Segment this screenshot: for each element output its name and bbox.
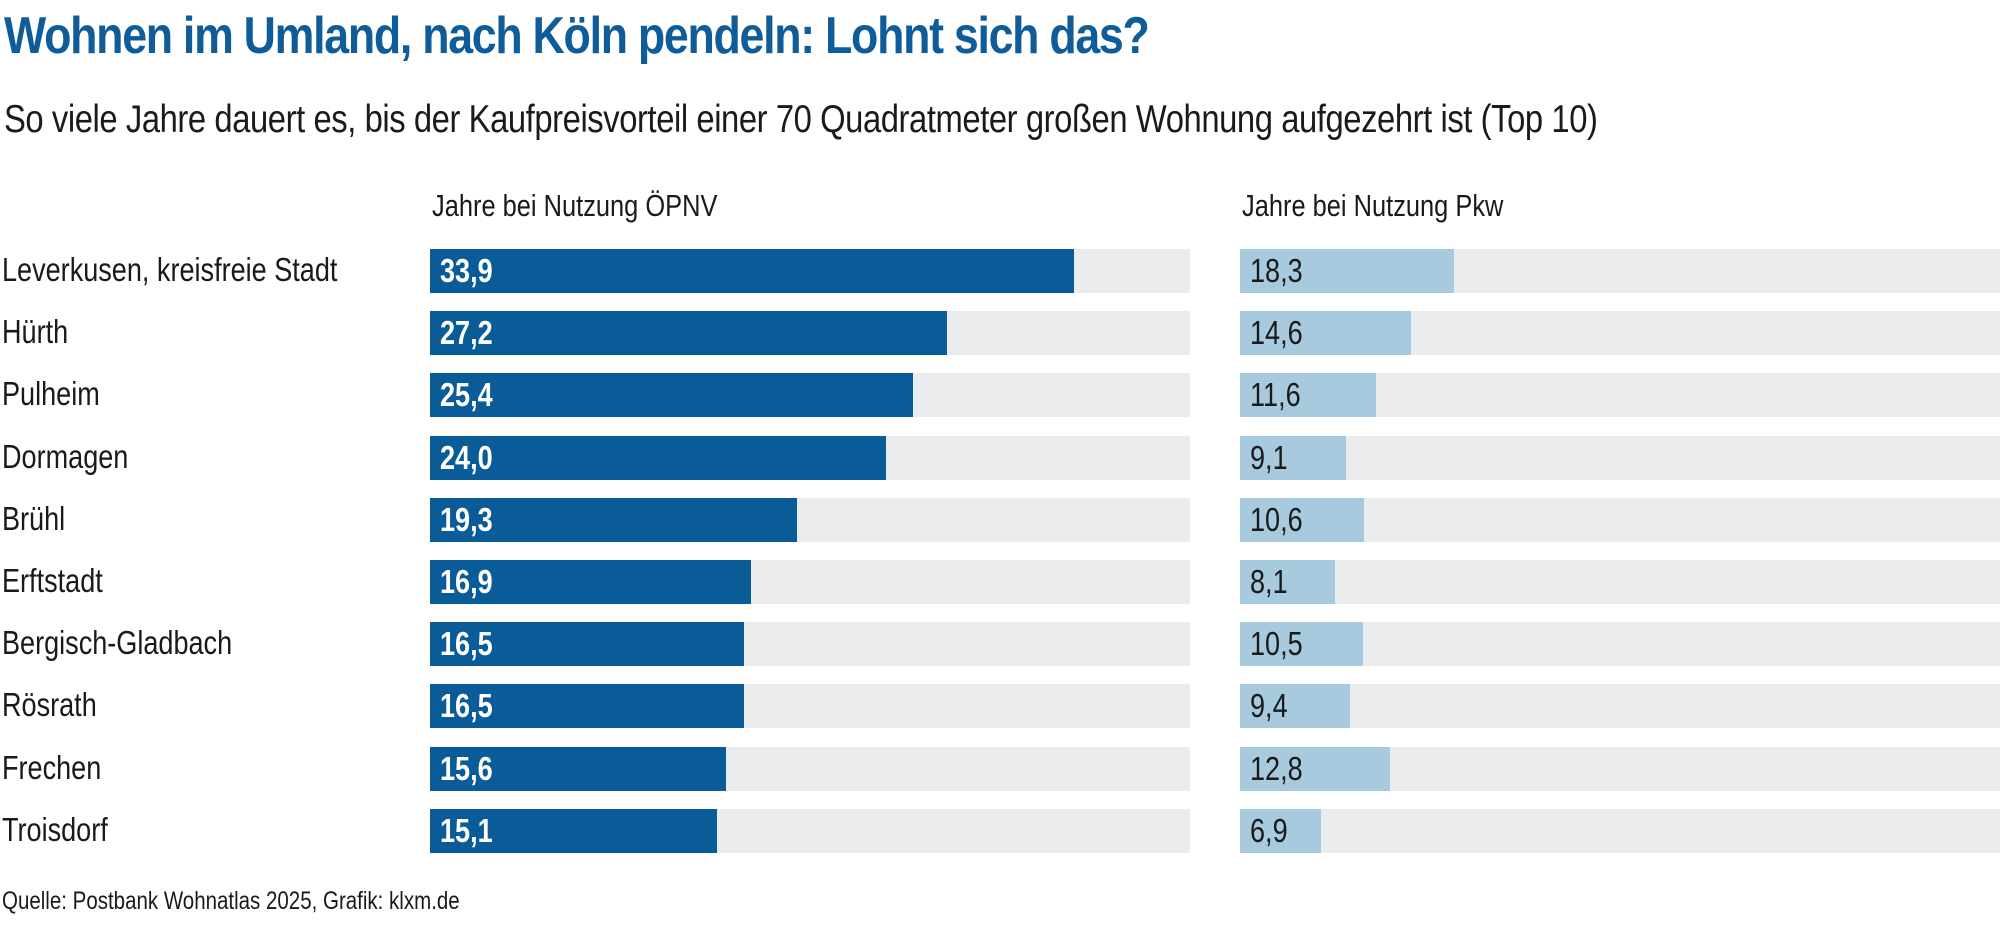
category-label: Troisdorf [2,810,108,848]
category-label: Bergisch-Gladbach [2,624,233,662]
category-label: Leverkusen, kreisfreie Stadt [2,251,338,288]
bar-track: 25,4 [430,373,1190,418]
bar-track: 15,6 [430,746,1190,791]
bar-track: 15,1 [430,808,1190,853]
chart-title: Wohnen im Umland, nach Köln pendeln: Loh… [4,7,1150,65]
bar-track: 11,6 [1240,373,2000,418]
data-label: 18,3 [1250,252,1303,289]
bar-oepnv [430,746,727,791]
data-label: 11,6 [1250,376,1301,414]
data-label: 25,4 [440,376,493,414]
bar-track: 19,3 [430,497,1190,542]
category-label: Rösrath [2,686,97,724]
bar-pkw [1240,497,1364,542]
bar-pkw [1240,249,1454,293]
bar-track: 10,6 [1240,497,2000,542]
source-note: Quelle: Postbank Wohnatlas 2025, Grafik:… [2,887,460,915]
data-label: 24,0 [440,438,493,476]
category-label: Dormagen [2,437,129,475]
bar-track: 12,8 [1240,746,2000,791]
bar-oepnv [430,311,947,356]
data-label: 15,6 [440,749,493,787]
bar-track: 9,1 [1240,435,2000,480]
bar-track: 10,5 [1240,622,2000,667]
bar-oepnv [430,808,717,853]
bar-track: 18,3 [1240,249,2000,293]
bar-track: 8,1 [1240,560,2000,604]
bar-oepnv [430,435,886,480]
bar-track: 9,4 [1240,684,2000,729]
data-label: 6,9 [1250,811,1288,849]
data-label: 9,1 [1250,438,1288,476]
category-label: Hürth [2,313,69,351]
bar-oepnv [430,249,1075,293]
chart-subtitle: So viele Jahre dauert es, bis der Kaufpr… [4,98,1598,141]
category-label: Erftstadt [2,562,103,599]
bar-pkw [1240,746,1390,791]
bar-pkw [1240,808,1321,853]
column-header-pkw: Jahre bei Nutzung Pkw [1242,188,1504,223]
data-label: 8,1 [1250,563,1288,600]
bar-track: 16,5 [430,684,1190,729]
data-label: 14,6 [1250,314,1303,352]
data-label: 16,5 [440,687,493,725]
bar-oepnv [430,684,744,729]
data-label: 33,9 [440,252,493,289]
bar-track: 14,6 [1240,311,2000,356]
bar-pkw [1240,622,1363,667]
data-label: 27,2 [440,314,493,352]
bar-oepnv [430,497,797,542]
data-label: 10,5 [1250,625,1303,663]
bar-pkw [1240,560,1335,604]
data-label: 12,8 [1250,749,1303,787]
category-label: Pulheim [2,375,100,413]
bar-pkw [1240,684,1350,729]
bar-track: 6,9 [1240,808,2000,853]
data-label: 15,1 [440,811,493,849]
data-label: 16,9 [440,563,493,600]
data-label: 10,6 [1250,500,1303,538]
data-label: 19,3 [440,500,493,538]
bar-pkw [1240,311,1411,356]
bar-track: 24,0 [430,435,1190,480]
bar-oepnv [430,373,913,418]
data-label: 9,4 [1250,687,1288,725]
category-label: Brühl [2,499,66,537]
bar-track: 16,5 [430,622,1190,667]
category-label: Frechen [2,748,102,786]
column-header-oepnv: Jahre bei Nutzung ÖPNV [432,188,718,223]
data-label: 16,5 [440,625,493,663]
bar-oepnv [430,622,744,667]
bar-oepnv [430,560,752,604]
bar-pkw [1240,373,1376,418]
bar-track: 33,9 [430,249,1190,293]
bar-pkw [1240,435,1347,480]
bar-track: 27,2 [430,311,1190,356]
bar-track: 16,9 [430,560,1190,604]
